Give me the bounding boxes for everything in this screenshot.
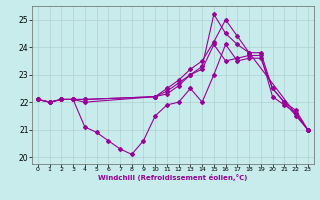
X-axis label: Windchill (Refroidissement éolien,°C): Windchill (Refroidissement éolien,°C) [98, 174, 247, 181]
